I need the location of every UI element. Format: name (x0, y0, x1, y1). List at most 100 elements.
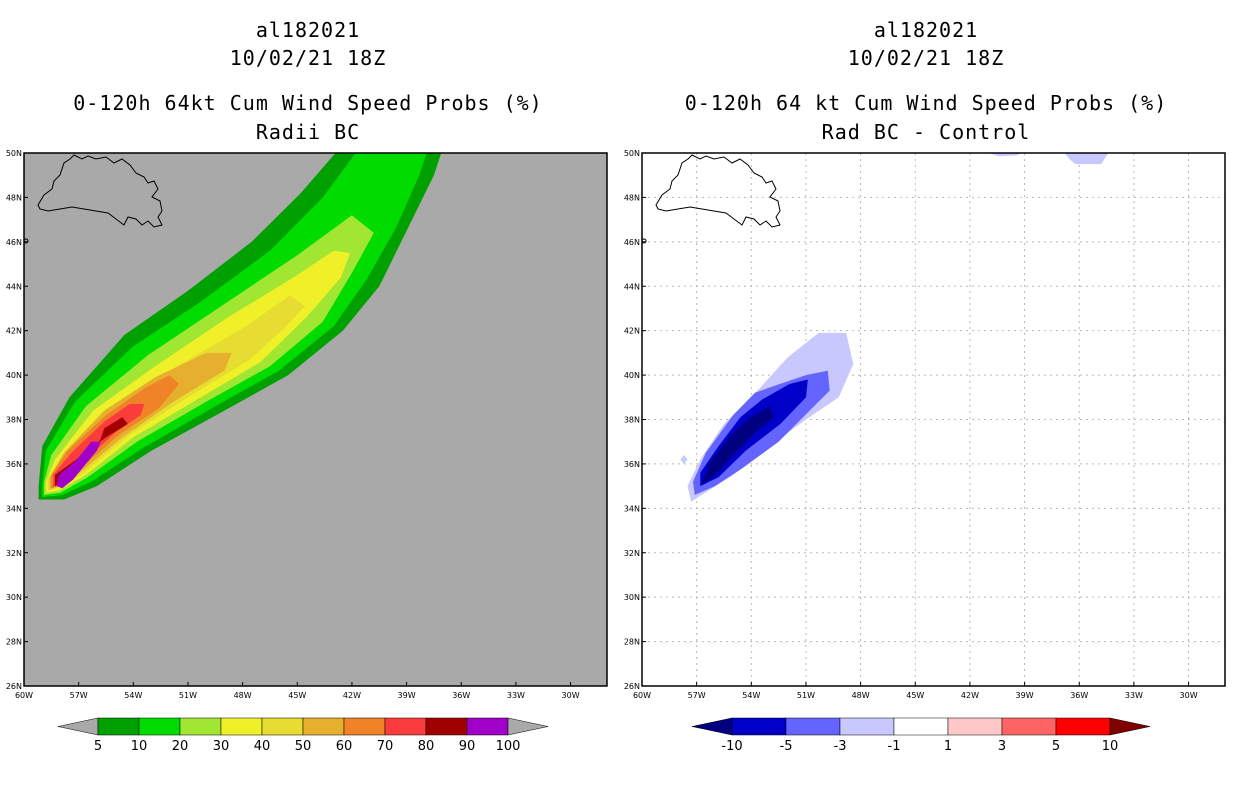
x-tick-label: 51W (797, 691, 815, 700)
left-colorbar-label: 20 (172, 739, 189, 754)
y-tick-label: 28N (6, 638, 22, 647)
x-tick-label: 42W (961, 691, 979, 700)
y-tick-label: 44N (6, 282, 22, 291)
y-tick-label: 36N (624, 460, 640, 469)
contour-level-neg1 (1064, 153, 1109, 165)
x-tick-label: 57W (688, 691, 706, 700)
left-colorbar-label: 50 (295, 739, 312, 754)
left-colorbar-swatch (220, 717, 263, 736)
x-tick-label: 39W (1016, 691, 1034, 700)
coastline-newfoundland (655, 154, 781, 228)
y-tick-label: 50N (6, 149, 22, 158)
y-tick-label: 42N (624, 327, 640, 336)
left-colorbar-label: 60 (336, 739, 353, 754)
right-colorbar-label: 1 (944, 739, 952, 754)
right-colorbar-under-arrow (691, 717, 733, 736)
y-tick-label: 48N (6, 193, 22, 202)
y-tick-label: 32N (6, 549, 22, 558)
right-colorbar-swatch (1055, 717, 1111, 736)
left-colorbar-over-arrow (507, 717, 549, 736)
right-colorbar-label: -10 (721, 739, 742, 754)
left-colorbar-label: 100 (496, 739, 521, 754)
left-colorbar: 5 10 20 30 40 50 60 70 80 90 100 (57, 717, 549, 754)
left-colorbar-label: 30 (213, 739, 230, 754)
x-tick-label: 48W (234, 691, 252, 700)
y-tick-label: 28N (624, 638, 640, 647)
left-colorbar-swatch (384, 717, 427, 736)
y-tick-label: 44N (624, 282, 640, 291)
x-tick-label: 54W (124, 691, 142, 700)
right-map-panel: 60W 57W 54W 51W 48W 45W 42W 39W 36W 33W 30W 26N 28N 3… (624, 149, 1226, 700)
left-map-panel: 60W 57W 54W 51W 48W 45W 42W 39W 36W 33W 30W 26N 28N 3… (6, 149, 608, 700)
x-tick-label: 48W (852, 691, 870, 700)
x-tick-label: 30W (1180, 691, 1198, 700)
right-colorbar-swatch (839, 717, 895, 736)
right-colorbar-swatch (785, 717, 841, 736)
y-tick-label: 32N (624, 549, 640, 558)
right-colorbar-swatch (893, 717, 949, 736)
x-tick-label: 60W (15, 691, 33, 700)
y-tick-label: 38N (6, 416, 22, 425)
right-colorbar-label: 3 (998, 739, 1006, 754)
left-colorbar-swatch (138, 717, 181, 736)
left-colorbar-swatch (179, 717, 222, 736)
right-colorbar-swatch (947, 717, 1003, 736)
left-colorbar-label: 10 (131, 739, 148, 754)
contour-level-neg1 (988, 153, 1021, 157)
y-tick-label: 34N (6, 504, 22, 513)
left-title-product: 0-120h 64kt Cum Wind Speed Probs (%) (73, 91, 543, 115)
contour-level-neg1 (680, 455, 688, 464)
left-colorbar-swatch (261, 717, 304, 736)
right-colorbar-label: 10 (1102, 739, 1119, 754)
left-colorbar-swatch (302, 717, 345, 736)
left-colorbar-under-arrow (57, 717, 99, 736)
y-tick-label: 46N (6, 238, 22, 247)
left-colorbar-swatch (343, 717, 386, 736)
x-tick-label: 39W (398, 691, 416, 700)
x-tick-label: 51W (179, 691, 197, 700)
left-colorbar-label: 5 (94, 739, 102, 754)
left-title-date: 10/02/21 18Z (229, 46, 387, 70)
left-colorbar-swatch (97, 717, 140, 736)
left-colorbar-label: 70 (377, 739, 394, 754)
y-tick-label: 42N (6, 327, 22, 336)
right-colorbar-label: -5 (780, 739, 793, 754)
right-title-date: 10/02/21 18Z (847, 46, 1005, 70)
right-colorbar-label: -3 (834, 739, 847, 754)
y-tick-label: 46N (624, 238, 640, 247)
y-tick-label: 34N (624, 504, 640, 513)
y-tick-label: 40N (624, 371, 640, 380)
right-colorbar-over-arrow (1109, 717, 1151, 736)
right-title-product: 0-120h 64 kt Cum Wind Speed Probs (%) (684, 91, 1168, 115)
right-colorbar-swatch (731, 717, 787, 736)
y-tick-label: 38N (624, 416, 640, 425)
right-colorbar: -10 -5 -3 -1 1 3 5 10 (691, 717, 1151, 754)
left-title-storm: al182021 (255, 18, 361, 42)
x-tick-label: 30W (562, 691, 580, 700)
y-tick-label: 48N (624, 193, 640, 202)
y-tick-label: 30N (624, 593, 640, 602)
y-tick-label: 36N (6, 460, 22, 469)
left-colorbar-label: 80 (418, 739, 435, 754)
x-tick-label: 33W (507, 691, 525, 700)
right-colorbar-swatch (1001, 717, 1057, 736)
left-title-subtitle: Radii BC (255, 120, 361, 144)
coastline-newfoundland (37, 154, 163, 228)
right-title-subtitle: Rad BC - Control (821, 120, 1031, 144)
right-colorbar-label: 5 (1052, 739, 1060, 754)
right-title-storm: al182021 (873, 18, 979, 42)
x-tick-label: 42W (343, 691, 361, 700)
x-tick-label: 36W (452, 691, 470, 700)
x-tick-label: 54W (742, 691, 760, 700)
y-tick-label: 26N (624, 682, 640, 691)
right-colorbar-label: -1 (888, 739, 901, 754)
y-tick-label: 50N (624, 149, 640, 158)
y-tick-label: 40N (6, 371, 22, 380)
left-colorbar-label: 40 (254, 739, 271, 754)
contour-level-neg10 (702, 406, 774, 484)
left-colorbar-swatch (466, 717, 509, 736)
left-colorbar-label: 90 (459, 739, 476, 754)
contour-level-90 (56, 441, 101, 489)
x-tick-label: 57W (70, 691, 88, 700)
x-tick-label: 60W (633, 691, 651, 700)
